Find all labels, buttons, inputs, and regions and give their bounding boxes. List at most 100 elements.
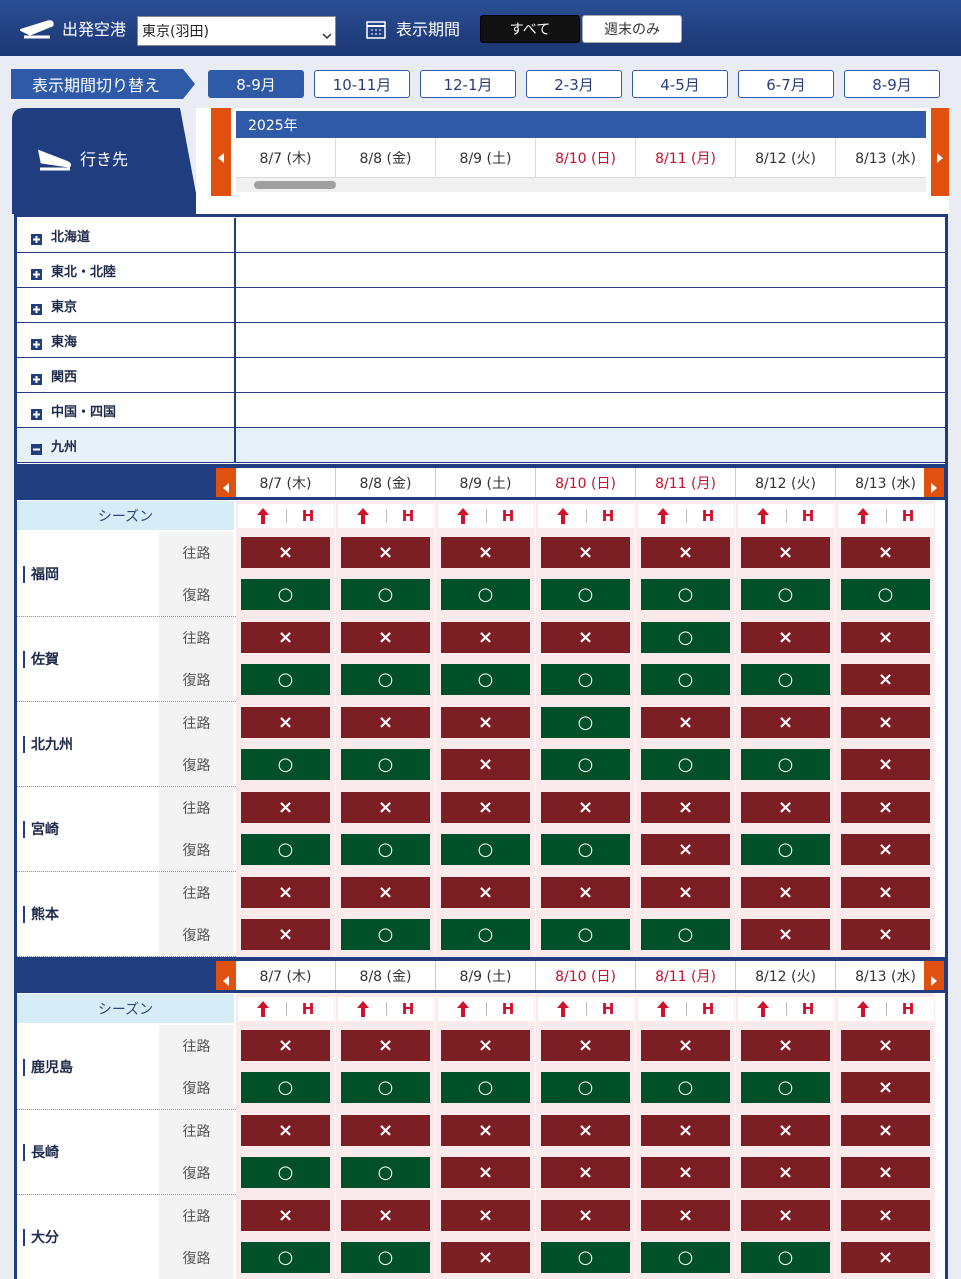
status-cell[interactable]: × — [441, 537, 530, 568]
status-cell[interactable]: ○ — [641, 1072, 730, 1103]
status-cell[interactable]: × — [641, 1200, 730, 1231]
status-cell[interactable]: × — [841, 1242, 930, 1273]
status-cell[interactable]: × — [741, 1157, 830, 1188]
status-cell[interactable]: × — [741, 1200, 830, 1231]
status-cell[interactable]: ○ — [341, 579, 430, 610]
status-cell[interactable]: × — [541, 1030, 630, 1061]
status-cell[interactable]: × — [341, 1115, 430, 1146]
filter-button[interactable]: 週末のみ — [582, 15, 682, 43]
status-cell[interactable]: ○ — [441, 579, 530, 610]
status-cell[interactable]: ○ — [841, 579, 930, 610]
status-cell[interactable]: × — [441, 1115, 530, 1146]
status-cell[interactable]: × — [241, 537, 330, 568]
status-cell[interactable]: × — [241, 877, 330, 908]
status-cell[interactable]: × — [341, 1200, 430, 1231]
status-cell[interactable]: × — [441, 792, 530, 823]
status-cell[interactable]: ○ — [341, 1157, 430, 1188]
status-cell[interactable]: × — [641, 1115, 730, 1146]
status-cell[interactable]: ○ — [541, 834, 630, 865]
region-row[interactable] — [17, 253, 945, 288]
status-cell[interactable]: ○ — [341, 749, 430, 780]
status-cell[interactable]: × — [541, 537, 630, 568]
status-cell[interactable]: × — [641, 537, 730, 568]
status-cell[interactable]: ○ — [341, 664, 430, 695]
status-cell[interactable]: × — [841, 1157, 930, 1188]
status-cell[interactable]: ○ — [241, 749, 330, 780]
status-cell[interactable]: ○ — [641, 664, 730, 695]
status-cell[interactable]: × — [541, 1157, 630, 1188]
status-cell[interactable]: × — [541, 622, 630, 653]
status-cell[interactable]: × — [841, 1030, 930, 1061]
status-cell[interactable]: ○ — [241, 1072, 330, 1103]
status-cell[interactable]: × — [241, 792, 330, 823]
status-cell[interactable]: × — [441, 1157, 530, 1188]
scroll-right[interactable] — [931, 108, 949, 196]
status-cell[interactable]: ○ — [241, 834, 330, 865]
block-scroll-right[interactable] — [924, 961, 944, 990]
status-cell[interactable]: ○ — [241, 664, 330, 695]
scrollbar-thumb[interactable] — [254, 181, 336, 189]
status-cell[interactable]: ○ — [641, 1242, 730, 1273]
status-cell[interactable]: ○ — [641, 579, 730, 610]
status-cell[interactable]: × — [841, 919, 930, 950]
status-cell[interactable]: ○ — [741, 579, 830, 610]
period-tab[interactable]: 2-3月 — [526, 70, 622, 98]
status-cell[interactable]: ○ — [241, 1242, 330, 1273]
status-cell[interactable]: × — [741, 707, 830, 738]
status-cell[interactable]: × — [841, 792, 930, 823]
period-tab[interactable]: 4-5月 — [632, 70, 728, 98]
status-cell[interactable]: × — [641, 834, 730, 865]
status-cell[interactable]: × — [441, 622, 530, 653]
status-cell[interactable]: × — [841, 834, 930, 865]
region-row[interactable] — [17, 288, 945, 323]
status-cell[interactable]: × — [741, 1030, 830, 1061]
status-cell[interactable]: ○ — [741, 749, 830, 780]
status-cell[interactable]: × — [241, 1030, 330, 1061]
scroll-left[interactable] — [211, 108, 231, 196]
status-cell[interactable]: × — [741, 877, 830, 908]
status-cell[interactable]: × — [841, 537, 930, 568]
region-row[interactable] — [17, 428, 945, 463]
period-tab[interactable]: 12-1月 — [420, 70, 516, 98]
status-cell[interactable]: ○ — [541, 1242, 630, 1273]
status-cell[interactable]: × — [441, 1242, 530, 1273]
status-cell[interactable]: × — [541, 1200, 630, 1231]
status-cell[interactable]: ○ — [641, 622, 730, 653]
status-cell[interactable]: ○ — [741, 664, 830, 695]
status-cell[interactable]: ○ — [441, 919, 530, 950]
status-cell[interactable]: ○ — [341, 834, 430, 865]
status-cell[interactable]: × — [541, 1115, 630, 1146]
filter-button[interactable]: すべて — [480, 15, 580, 43]
airport-select[interactable]: 東京(羽田) — [137, 16, 336, 46]
status-cell[interactable]: × — [641, 1157, 730, 1188]
period-tab[interactable]: 10-11月 — [314, 70, 410, 98]
status-cell[interactable]: ○ — [541, 664, 630, 695]
status-cell[interactable]: ○ — [741, 1242, 830, 1273]
status-cell[interactable]: × — [741, 622, 830, 653]
status-cell[interactable]: ○ — [741, 834, 830, 865]
status-cell[interactable]: × — [841, 749, 930, 780]
status-cell[interactable]: ○ — [641, 919, 730, 950]
status-cell[interactable]: × — [841, 1072, 930, 1103]
status-cell[interactable]: × — [741, 537, 830, 568]
status-cell[interactable]: × — [341, 537, 430, 568]
status-cell[interactable]: × — [841, 1115, 930, 1146]
status-cell[interactable]: ○ — [641, 749, 730, 780]
status-cell[interactable]: ○ — [341, 919, 430, 950]
region-row[interactable] — [17, 323, 945, 358]
status-cell[interactable]: × — [741, 792, 830, 823]
status-cell[interactable]: × — [741, 919, 830, 950]
status-cell[interactable]: × — [241, 1200, 330, 1231]
status-cell[interactable]: ○ — [441, 1072, 530, 1103]
status-cell[interactable]: × — [341, 877, 430, 908]
status-cell[interactable]: × — [241, 707, 330, 738]
period-tab[interactable]: 8-9月 — [208, 70, 304, 98]
block-scroll-right[interactable] — [924, 468, 944, 497]
status-cell[interactable]: × — [541, 792, 630, 823]
status-cell[interactable]: ○ — [541, 1072, 630, 1103]
status-cell[interactable]: × — [841, 707, 930, 738]
period-tab[interactable]: 6-7月 — [738, 70, 834, 98]
status-cell[interactable]: ○ — [541, 749, 630, 780]
status-cell[interactable]: × — [441, 877, 530, 908]
status-cell[interactable]: ○ — [541, 919, 630, 950]
